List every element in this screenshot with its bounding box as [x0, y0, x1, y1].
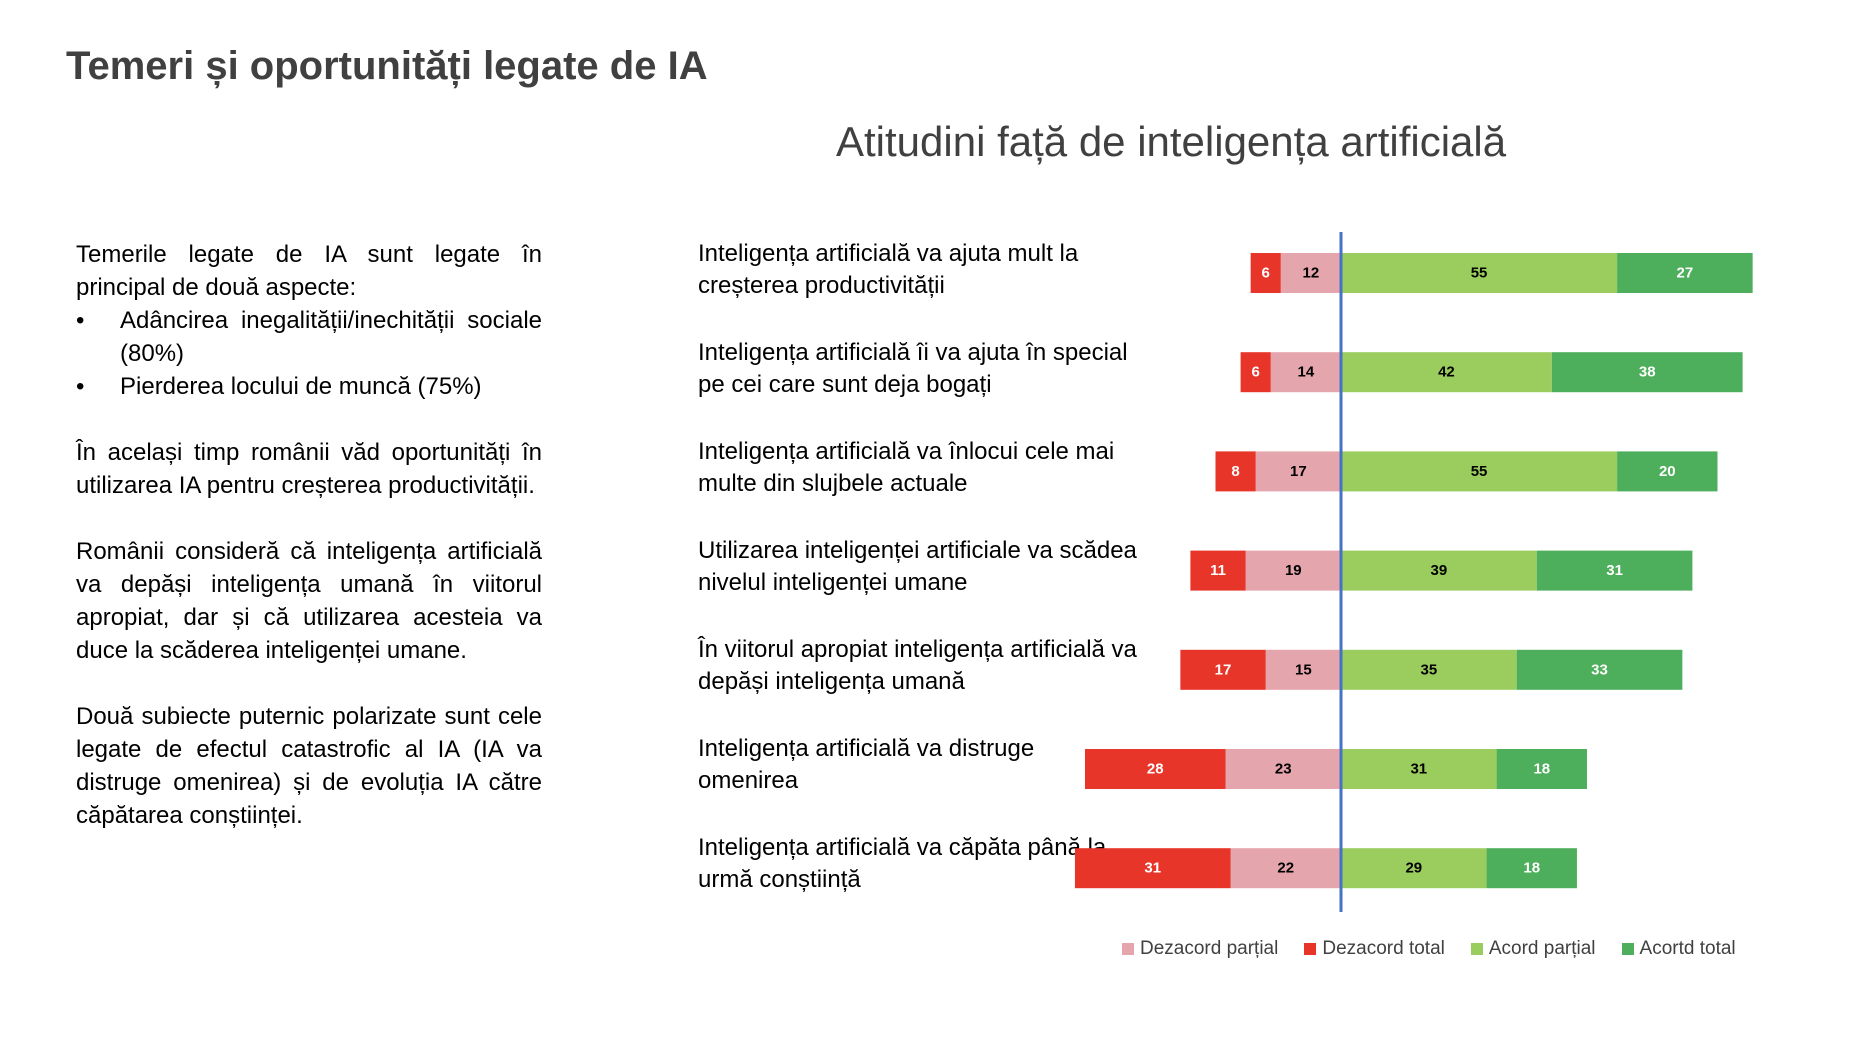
legend-label: Acord parțial — [1488, 938, 1596, 959]
bar-acord-partial — [1341, 550, 1537, 591]
legend-swatch — [1470, 943, 1483, 955]
bar-acord-partial — [1341, 749, 1497, 789]
legend-label: Acortd total — [1639, 938, 1736, 959]
summary-text: Temerile legate de IA sunt legate în pri… — [76, 238, 542, 832]
category-label: Utilizarea inteligenței artificiale va s… — [698, 537, 1137, 596]
bar-dezacord-partial — [1280, 253, 1341, 293]
data-label: 20 — [1659, 463, 1676, 480]
category-label: Inteligența artificială îi va ajuta în s… — [698, 339, 1128, 398]
legend-item: Dezacord total — [1304, 938, 1445, 960]
bar-acord-total — [1536, 550, 1693, 591]
list-item-text: Adâncirea inegalității/inechității socia… — [120, 307, 542, 367]
polarized-paragraph: Două subiecte puternic polarizate sunt c… — [76, 703, 542, 829]
data-label: 31 — [1606, 562, 1623, 579]
chart-title: Atitudini față de inteligența artificial… — [836, 118, 1507, 165]
legend-swatch — [1304, 943, 1317, 955]
legend-item: Acortd total — [1621, 938, 1736, 960]
legend-swatch — [1122, 943, 1134, 955]
concerns-list: • Adâncirea inegalității/inechității soc… — [76, 304, 542, 403]
bar-dezacord-partial — [1245, 550, 1341, 591]
data-label: 6 — [1262, 265, 1270, 282]
data-label: 23 — [1275, 761, 1292, 778]
legend-label: Dezacord parțial — [1140, 938, 1279, 959]
data-label: 17 — [1290, 463, 1307, 480]
data-label: 12 — [1303, 265, 1320, 282]
data-label: 31 — [1410, 761, 1427, 778]
bar-dezacord-total — [1074, 848, 1231, 889]
category-label: Inteligența artificială va ajuta mult la… — [698, 240, 1079, 299]
bar-acord-partial — [1341, 848, 1487, 889]
bar-dezacord-partial — [1255, 451, 1341, 492]
legend-label: Dezacord total — [1322, 938, 1445, 959]
data-label: 55 — [1471, 265, 1488, 282]
category-label: Inteligența artificială va înlocui cele … — [698, 438, 1115, 497]
bar-dezacord-total — [1190, 550, 1246, 591]
bar-dezacord-partial — [1265, 649, 1341, 690]
list-item: • Pierderea locului de muncă (75%) — [76, 370, 542, 403]
bullet-icon: • — [76, 307, 85, 334]
intelligence-paragraph: Românii consideră că inteligența artific… — [76, 538, 542, 664]
data-label: 38 — [1639, 364, 1656, 381]
category-label: În viitorul apropiat inteligența artific… — [698, 636, 1137, 695]
data-label: 29 — [1405, 860, 1422, 877]
bar-acord-total — [1551, 352, 1743, 393]
bar-dezacord-total — [1250, 253, 1281, 293]
list-item: • Adâncirea inegalității/inechității soc… — [76, 304, 542, 370]
legend-item: Acord parțial — [1470, 938, 1596, 960]
data-label: 11 — [1210, 562, 1226, 579]
list-item-text: Pierderea locului de muncă (75%) — [120, 373, 482, 400]
data-label: 18 — [1533, 761, 1550, 778]
data-label: 8 — [1231, 463, 1239, 480]
legend-item: Dezacord parțial — [1122, 938, 1278, 960]
data-label: 42 — [1438, 364, 1455, 381]
data-label: 18 — [1523, 860, 1540, 877]
bar-dezacord-total — [1215, 451, 1256, 492]
bar-acord-total — [1496, 749, 1587, 789]
opportunities-paragraph: În același timp românii văd oportunități… — [76, 439, 542, 499]
data-label: 17 — [1215, 661, 1232, 678]
bar-acord-partial — [1341, 253, 1618, 293]
data-label: 39 — [1431, 562, 1448, 579]
bar-acord-total — [1617, 451, 1718, 492]
bar-acord-partial — [1341, 352, 1552, 393]
data-label: 22 — [1277, 860, 1294, 877]
bar-dezacord-total — [1240, 352, 1271, 393]
bar-dezacord-partial — [1270, 352, 1341, 393]
bar-dezacord-total — [1180, 649, 1266, 690]
data-label: 33 — [1591, 661, 1608, 678]
data-label: 15 — [1295, 661, 1312, 678]
data-label: 19 — [1285, 562, 1302, 579]
data-label: 28 — [1147, 761, 1164, 778]
bar-acord-partial — [1341, 451, 1618, 492]
data-label: 27 — [1677, 265, 1694, 282]
bar-acord-total — [1516, 649, 1683, 690]
data-label: 35 — [1421, 661, 1438, 678]
bullet-icon: • — [76, 373, 85, 400]
intro-paragraph: Temerile legate de IA sunt legate în pri… — [76, 241, 542, 301]
bar-acord-total — [1617, 253, 1753, 293]
bar-acord-total — [1486, 848, 1577, 889]
category-label: Inteligența artificială va căpăta până l… — [698, 834, 1107, 893]
legend-swatch — [1621, 943, 1634, 955]
data-label: 14 — [1298, 364, 1315, 381]
data-label: 31 — [1144, 860, 1161, 877]
bar-dezacord-partial — [1230, 848, 1341, 889]
slide-title: Temeri și oportunități legate de IA — [66, 44, 708, 88]
bar-dezacord-partial — [1225, 749, 1341, 789]
data-label: 55 — [1471, 463, 1488, 480]
data-label: 6 — [1251, 364, 1259, 381]
chart-legend: Dezacord parțial Dezacord total Acord pa… — [1122, 938, 1736, 960]
bar-acord-partial — [1341, 649, 1517, 690]
category-label: Inteligența artificială va distruge omen… — [698, 735, 1035, 794]
bar-dezacord-total — [1084, 749, 1226, 789]
